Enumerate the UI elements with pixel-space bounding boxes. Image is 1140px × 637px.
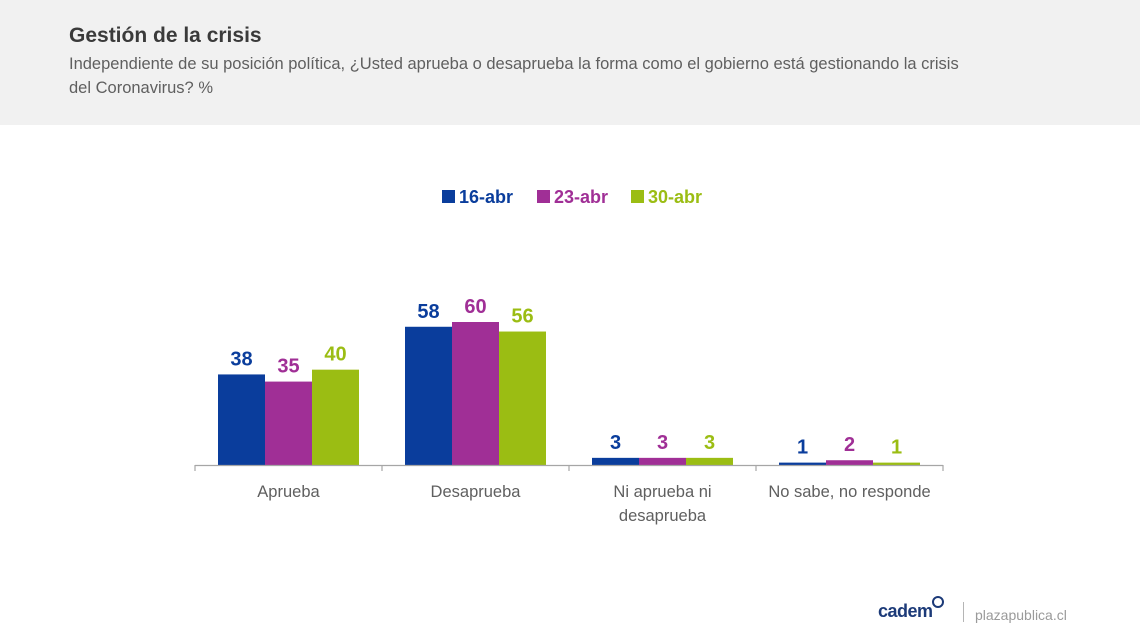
category-label: No sabe, no responde [768, 483, 930, 501]
header-panel: Gestión de la crisis Independiente de su… [0, 0, 1140, 125]
category-label: Ni aprueba ni desaprueba [613, 483, 711, 525]
value-label-0-16-abr: 38 [230, 348, 252, 370]
bar-0-16-abr [218, 374, 265, 465]
chart-bars [218, 322, 920, 465]
bar-3-30-abr [873, 462, 920, 465]
bar-1-16-abr [405, 326, 452, 465]
value-label-2-23-abr: 3 [657, 432, 668, 454]
bar-0-23-abr [265, 381, 312, 465]
legend-label-23-abr: 23-abr [554, 187, 608, 207]
value-label-1-30-abr: 56 [511, 306, 533, 328]
page-title: Gestión de la crisis [69, 24, 262, 47]
chart-category-labels: Aprueba Desaprueba Ni aprueba ni desaprueba… [257, 483, 930, 525]
legend-label-16-abr: 16-abr [459, 187, 513, 207]
chart-value-labels: 38 35 40 58 60 56 3 3 3 1 2 1 [230, 296, 902, 459]
bar-2-23-abr [639, 457, 686, 465]
category-label: Aprueba [257, 483, 320, 501]
footer-site: plazapublica.cl [975, 607, 1067, 623]
value-label-0-23-abr: 35 [277, 356, 299, 378]
value-label-2-16-abr: 3 [610, 432, 621, 454]
value-label-3-30-abr: 1 [891, 437, 902, 459]
logo-ring-icon [931, 596, 944, 608]
footer-divider [963, 602, 964, 622]
bar-0-30-abr [312, 369, 359, 465]
bar-1-23-abr [452, 322, 499, 465]
legend-swatch-16-abr [442, 190, 455, 203]
value-label-3-23-abr: 2 [844, 434, 855, 456]
cadem-logo-text: cadem [878, 601, 933, 621]
cadem-logo: cadem [878, 596, 945, 622]
chart-x-axis [194, 464, 944, 471]
bar-1-30-abr [499, 331, 546, 465]
chart-legend: 16-abr 23-abr 30-abr [442, 187, 702, 207]
value-label-1-23-abr: 60 [464, 296, 486, 318]
bar-3-23-abr [826, 460, 873, 465]
legend-label-30-abr: 30-abr [648, 187, 702, 207]
bar-2-16-abr [592, 457, 639, 465]
category-label: Desaprueba [431, 483, 522, 501]
value-label-3-16-abr: 1 [797, 437, 808, 459]
legend-swatch-30-abr [631, 190, 644, 203]
value-label-1-16-abr: 58 [417, 301, 439, 323]
bar-2-30-abr [686, 457, 733, 465]
legend-swatch-23-abr [537, 190, 550, 203]
page-subtitle: Independiente de su posición política, ¿… [69, 55, 959, 97]
value-label-2-30-abr: 3 [704, 432, 715, 454]
bar-3-16-abr [779, 462, 826, 465]
value-label-0-30-abr: 40 [324, 344, 346, 366]
